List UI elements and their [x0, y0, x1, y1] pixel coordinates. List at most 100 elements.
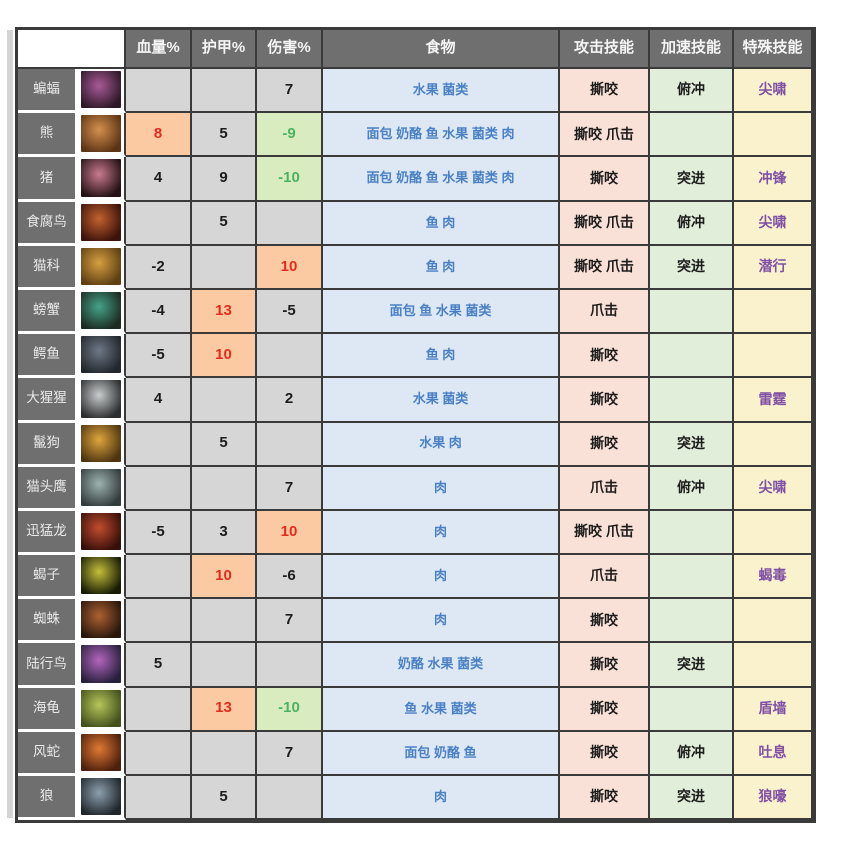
food-list: 肉 [323, 776, 560, 821]
creature-thumbnail [81, 512, 121, 551]
food-list: 水果 肉 [323, 422, 560, 467]
attack-skill: 撕咬 [560, 599, 650, 644]
creature-name: 食腐鸟 [18, 201, 78, 246]
speed-skill [650, 555, 734, 600]
attack-skill: 撕咬 [560, 422, 650, 467]
attack-skill: 撕咬 [560, 776, 650, 821]
food-list: 面包 奶酪 鱼 水果 菌类 肉 [323, 157, 560, 202]
creature-name: 鳄鱼 [18, 334, 78, 379]
header-attack-skill: 攻击技能 [560, 30, 650, 69]
creature-name: 鬣狗 [18, 422, 78, 467]
creature-thumbnail [81, 247, 121, 285]
pet-stats-table: 血量% 护甲% 伤害% 食物 攻击技能 加速技能 特殊技能 蝙蝠 7 水果 菌类… [15, 27, 816, 824]
creature-name: 蝙蝠 [18, 69, 78, 114]
health-value [126, 776, 192, 821]
creature-thumbnail-cell [78, 555, 126, 600]
food-list: 面包 奶酪 鱼 水果 菌类 肉 [323, 113, 560, 158]
damage-value: -6 [257, 555, 323, 600]
creature-name: 大猩猩 [18, 378, 78, 423]
creature-name: 蝎子 [18, 555, 78, 600]
special-skill [734, 422, 813, 467]
creature-thumbnail-cell [78, 687, 126, 732]
creature-thumbnail [81, 733, 121, 771]
creature-name: 海龟 [18, 687, 78, 732]
creature-thumbnail-cell [78, 422, 126, 467]
video-edge-artifact [7, 30, 13, 818]
special-skill: 尖啸 [734, 201, 813, 246]
damage-value: -5 [257, 289, 323, 335]
header-speed-skill: 加速技能 [650, 30, 734, 69]
health-value: 8 [126, 113, 192, 158]
armor-value [192, 69, 257, 114]
special-skill [734, 599, 813, 644]
special-skill: 冲锋 [734, 157, 813, 202]
creature-name: 狼 [18, 776, 78, 821]
speed-skill [650, 510, 734, 556]
health-value: 4 [126, 378, 192, 423]
creature-thumbnail [81, 601, 121, 639]
creature-thumbnail [81, 203, 121, 241]
creature-thumbnail-cell [78, 113, 126, 158]
health-value: -5 [126, 510, 192, 556]
creature-thumbnail [81, 689, 121, 727]
attack-skill: 爪击 [560, 289, 650, 335]
attack-skill: 撕咬 [560, 643, 650, 688]
damage-value: 7 [257, 599, 323, 644]
armor-value [192, 245, 257, 290]
food-list: 鱼 肉 [323, 334, 560, 379]
speed-skill: 突进 [650, 245, 734, 290]
attack-skill: 撕咬 爪击 [560, 245, 650, 290]
attack-skill: 撕咬 爪击 [560, 113, 650, 158]
creature-thumbnail [81, 778, 121, 816]
creature-thumbnail-cell [78, 378, 126, 423]
creature-thumbnail-cell [78, 69, 126, 114]
speed-skill: 突进 [650, 157, 734, 202]
armor-value: 10 [192, 334, 257, 379]
speed-skill [650, 289, 734, 335]
attack-skill: 爪击 [560, 555, 650, 600]
armor-value: 5 [192, 113, 257, 158]
health-value [126, 422, 192, 467]
speed-skill: 突进 [650, 422, 734, 467]
health-value: -4 [126, 289, 192, 335]
damage-value: -9 [257, 113, 323, 158]
creature-name: 蜘蛛 [18, 599, 78, 644]
armor-value [192, 378, 257, 423]
special-skill [734, 289, 813, 335]
creature-name: 迅猛龙 [18, 510, 78, 556]
creature-thumbnail-cell [78, 466, 126, 511]
creature-thumbnail-cell [78, 334, 126, 379]
creature-name: 螃蟹 [18, 289, 78, 335]
health-value [126, 555, 192, 600]
creature-thumbnail [81, 645, 121, 683]
armor-value: 3 [192, 510, 257, 556]
speed-skill: 俯冲 [650, 201, 734, 246]
speed-skill [650, 378, 734, 423]
creature-thumbnail [81, 468, 121, 506]
health-value [126, 731, 192, 776]
food-list: 面包 奶酪 鱼 [323, 731, 560, 776]
creature-thumbnail-cell [78, 643, 126, 688]
damage-value [257, 422, 323, 467]
damage-value: -10 [257, 687, 323, 732]
special-skill [734, 334, 813, 379]
food-list: 奶酪 水果 菌类 [323, 643, 560, 688]
damage-value: 10 [257, 245, 323, 290]
special-skill: 吐息 [734, 731, 813, 776]
damage-value [257, 776, 323, 821]
food-list: 水果 菌类 [323, 378, 560, 423]
speed-skill: 俯冲 [650, 466, 734, 511]
header-armor: 护甲% [192, 30, 257, 69]
food-list: 肉 [323, 599, 560, 644]
special-skill: 狼嚎 [734, 776, 813, 821]
attack-skill: 撕咬 [560, 334, 650, 379]
damage-value [257, 201, 323, 246]
damage-value: 2 [257, 378, 323, 423]
health-value: 5 [126, 643, 192, 688]
speed-skill [650, 599, 734, 644]
special-skill: 尖啸 [734, 69, 813, 114]
damage-value: 7 [257, 731, 323, 776]
speed-skill: 俯冲 [650, 731, 734, 776]
armor-value [192, 643, 257, 688]
